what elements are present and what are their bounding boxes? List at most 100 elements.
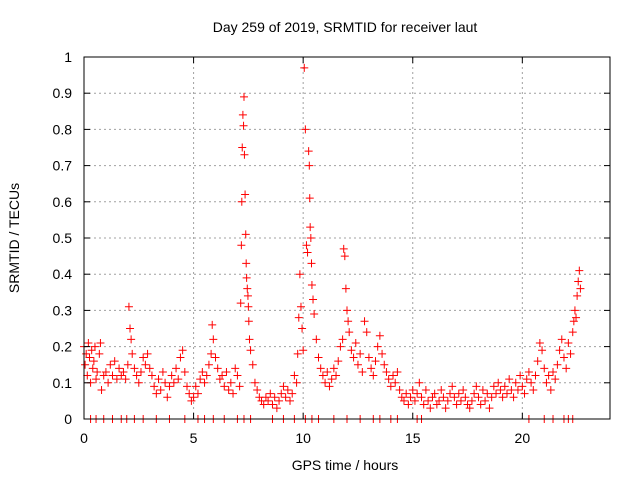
- data-point: [382, 367, 391, 376]
- data-point: [242, 273, 251, 282]
- data-point: [208, 320, 217, 329]
- data-point: [209, 335, 218, 344]
- data-point: [108, 371, 117, 380]
- data-point: [97, 386, 106, 395]
- data-point: [189, 393, 198, 402]
- data-point: [546, 386, 555, 395]
- data-point: [245, 335, 254, 344]
- data-point: [329, 364, 338, 373]
- data-point: [139, 353, 148, 362]
- data-point: [559, 353, 568, 362]
- data-point: [494, 378, 503, 387]
- data-point: [106, 360, 115, 369]
- data-point: [307, 259, 316, 268]
- plot-frame: [83, 56, 611, 420]
- data-point: [527, 378, 536, 387]
- data-point: [573, 291, 582, 300]
- data-point: [399, 396, 408, 405]
- data-point: [402, 389, 411, 398]
- y-tick-label: 0.7: [53, 158, 73, 174]
- data-point: [305, 161, 314, 170]
- data-point: [264, 396, 273, 405]
- data-point: [304, 147, 313, 156]
- data-point: [309, 295, 318, 304]
- y-tick-label: 0.5: [53, 230, 73, 246]
- data-point: [562, 364, 571, 373]
- data-point: [362, 328, 371, 337]
- data-point: [128, 349, 137, 358]
- data-point: [551, 375, 560, 384]
- data-point: [112, 375, 121, 384]
- data-point: [345, 328, 354, 337]
- data-point: [509, 393, 518, 402]
- data-point: [240, 150, 249, 159]
- data-point: [220, 382, 229, 391]
- data-point: [343, 306, 351, 315]
- data-point: [452, 400, 461, 409]
- data-point: [448, 382, 457, 391]
- data-point: [101, 367, 110, 376]
- data-point: [338, 335, 347, 344]
- data-point: [83, 371, 92, 380]
- data-point: [347, 346, 356, 355]
- data-point: [215, 375, 224, 384]
- data-point: [183, 382, 192, 391]
- data-point: [233, 371, 242, 380]
- data-point: [242, 259, 251, 268]
- data-point: [529, 386, 538, 395]
- data-point: [437, 386, 446, 395]
- x-tick-label: 15: [405, 430, 421, 446]
- data-point: [360, 317, 369, 326]
- data-point: [375, 331, 384, 340]
- data-point: [169, 378, 178, 387]
- data-point: [154, 375, 163, 384]
- data-point: [292, 378, 301, 387]
- data-point: [557, 335, 566, 344]
- data-point: [253, 386, 262, 395]
- data-point: [505, 375, 514, 384]
- data-point: [200, 378, 209, 387]
- y-tick-label: 0: [64, 411, 72, 427]
- x-tick-labels: 0 5 10 15 20: [80, 430, 530, 446]
- data-point: [92, 375, 101, 384]
- data-point: [524, 367, 533, 376]
- data-point: [158, 367, 167, 376]
- data-point: [378, 349, 387, 358]
- data-point: [296, 302, 305, 311]
- data-point: [141, 360, 150, 369]
- data-point: [238, 143, 247, 152]
- data-point: [88, 364, 97, 373]
- data-point: [351, 338, 360, 347]
- data-point: [439, 393, 448, 402]
- data-point: [176, 353, 185, 362]
- data-point: [163, 393, 172, 402]
- data-point: [185, 389, 194, 398]
- data-point: [306, 223, 315, 232]
- data-point: [178, 346, 187, 355]
- data-point: [358, 367, 367, 376]
- data-point: [327, 375, 336, 384]
- data-point: [124, 302, 133, 311]
- data-point: [483, 389, 492, 398]
- data-point: [90, 342, 99, 351]
- data-point: [478, 386, 487, 395]
- x-tick-label: 10: [295, 430, 311, 446]
- data-point: [566, 349, 575, 358]
- y-tick-label: 0.3: [53, 302, 73, 318]
- data-point: [248, 360, 257, 369]
- data-point: [147, 371, 156, 380]
- x-tick-label: 5: [190, 430, 198, 446]
- data-point: [224, 386, 233, 395]
- data-point: [117, 371, 126, 380]
- data-point: [576, 284, 585, 293]
- data-point: [290, 371, 299, 380]
- data-point: [198, 367, 207, 376]
- data-point: [513, 386, 522, 395]
- data-point: [397, 393, 406, 402]
- data-point: [193, 389, 202, 398]
- data-point: [332, 371, 341, 380]
- data-point: [204, 360, 213, 369]
- data-point: [474, 393, 483, 402]
- data-point: [231, 364, 240, 373]
- data-point: [126, 324, 135, 333]
